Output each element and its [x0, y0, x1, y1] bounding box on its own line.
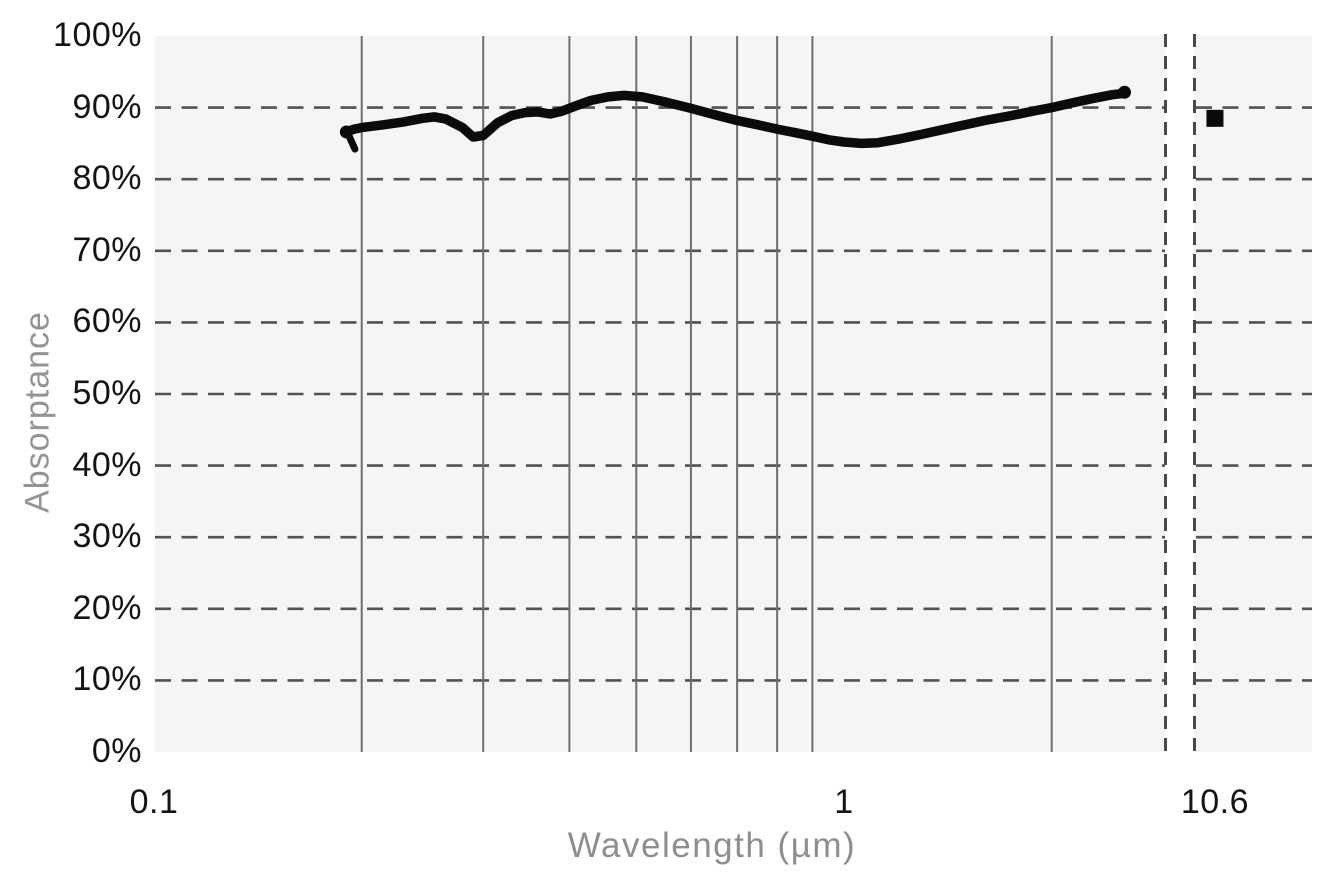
y-tick-label: 10% — [72, 660, 142, 699]
y-tick-label: 80% — [72, 159, 142, 198]
y-tick-label: 30% — [72, 517, 142, 556]
isolated-point-marker-square — [1206, 109, 1224, 127]
x-tick-label: 0.1 — [129, 783, 179, 821]
y-tick-label: 20% — [72, 588, 142, 627]
y-tick-label: 100% — [53, 16, 142, 54]
y-tick-label: 40% — [72, 445, 142, 484]
y-axis-title: Absorptance — [18, 311, 57, 513]
x-tick-label: 10.6 — [1180, 783, 1250, 821]
x-tick-label: 1 — [834, 783, 854, 821]
y-tick-label: 50% — [72, 374, 142, 412]
y-tick-label: 90% — [72, 87, 142, 126]
y-tick-label: 60% — [72, 302, 142, 341]
start-noise-tick — [344, 129, 359, 153]
curve-end-cluster — [1118, 85, 1132, 99]
y-tick-label: 0% — [91, 732, 142, 770]
y-tick-label: 70% — [72, 230, 142, 269]
measured-absorptance-spectrum — [341, 88, 1130, 149]
x-axis-title: Wavelength (µm) — [567, 826, 857, 865]
